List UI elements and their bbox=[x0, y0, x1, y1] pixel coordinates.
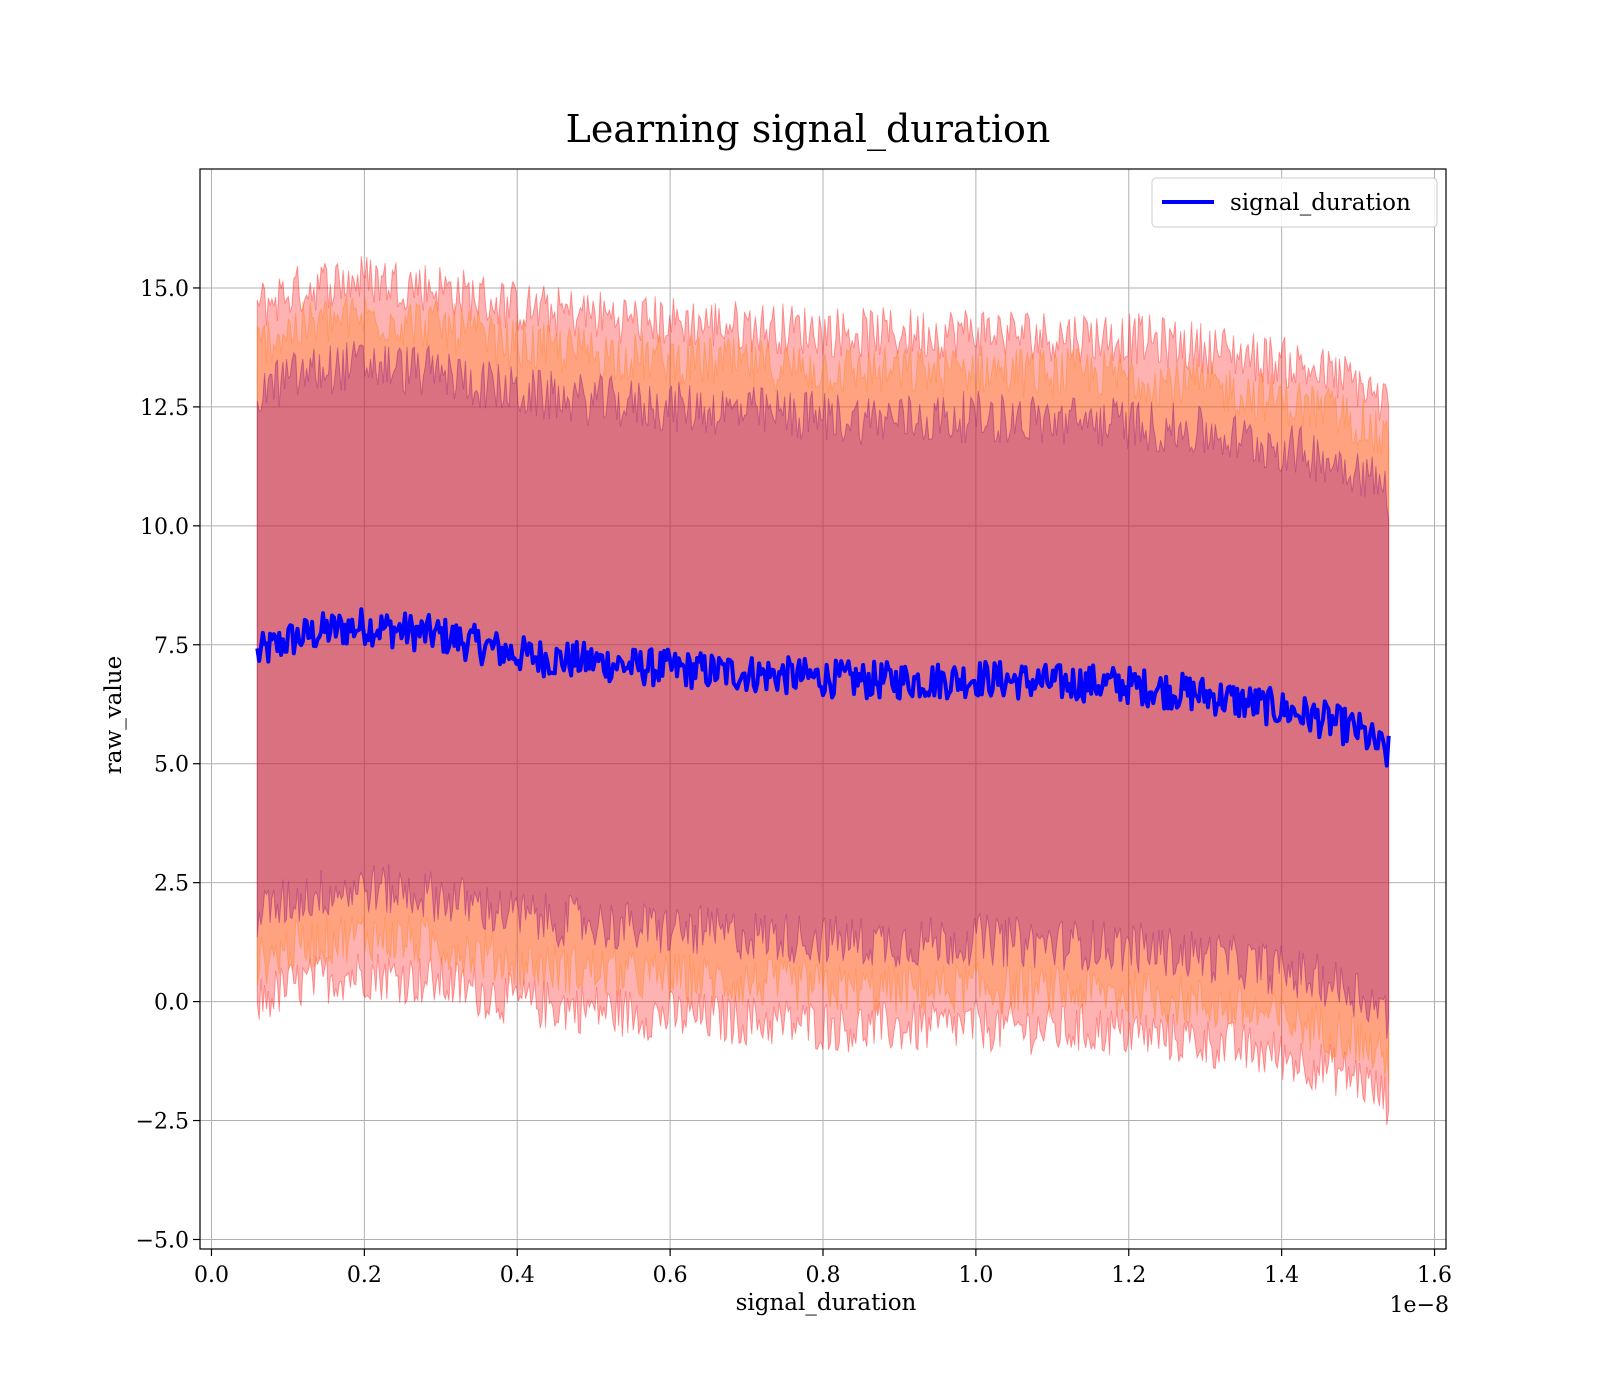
y-tick-label: 7.5 bbox=[154, 634, 189, 659]
chart-title: Learning signal_duration bbox=[566, 107, 1051, 152]
y-tick-label: 0.0 bbox=[154, 991, 189, 1016]
x-tick-label: 0.6 bbox=[653, 1263, 688, 1288]
y-tick-label: 12.5 bbox=[140, 396, 189, 421]
y-tick-label: −2.5 bbox=[136, 1110, 189, 1135]
x-tick-label: 0.0 bbox=[194, 1263, 229, 1288]
x-tick-label: 0.8 bbox=[806, 1263, 841, 1288]
y-tick-label: 2.5 bbox=[154, 872, 189, 897]
series-lines bbox=[255, 607, 1391, 768]
series-line-signal-duration bbox=[255, 607, 1391, 768]
legend-label: signal_duration bbox=[1230, 190, 1411, 216]
y-tick-label: 5.0 bbox=[154, 753, 189, 778]
x-axis-label: signal_duration bbox=[736, 1290, 917, 1316]
legend-box bbox=[1151, 177, 1438, 228]
y-tick-label: 15.0 bbox=[140, 277, 189, 302]
x-tick-label: 1.4 bbox=[1264, 1263, 1299, 1288]
x-tick-label: 1.6 bbox=[1417, 1263, 1452, 1288]
x-tick-label: 0.2 bbox=[347, 1263, 382, 1288]
grid-lines bbox=[200, 169, 1446, 1249]
y-axis-label: raw_value bbox=[101, 656, 127, 774]
y-tick-label: −5.0 bbox=[136, 1228, 189, 1253]
y-tick-label: 10.0 bbox=[140, 515, 189, 540]
x-axis-ticks: 0.0 0.2 0.4 0.6 0.8 1.0 1.2 1.4 1.6 bbox=[194, 1249, 1452, 1288]
x-tick-label: 1.0 bbox=[958, 1263, 993, 1288]
x-tick-label: 0.4 bbox=[500, 1263, 535, 1288]
legend: signal_duration bbox=[1151, 177, 1438, 228]
x-axis-offset-label: 1e−8 bbox=[1390, 1293, 1449, 1318]
x-tick-label: 1.2 bbox=[1111, 1263, 1146, 1288]
y-axis-ticks: −5.0 −2.5 0.0 2.5 5.0 7.5 10.0 12.5 15.0 bbox=[136, 277, 200, 1253]
